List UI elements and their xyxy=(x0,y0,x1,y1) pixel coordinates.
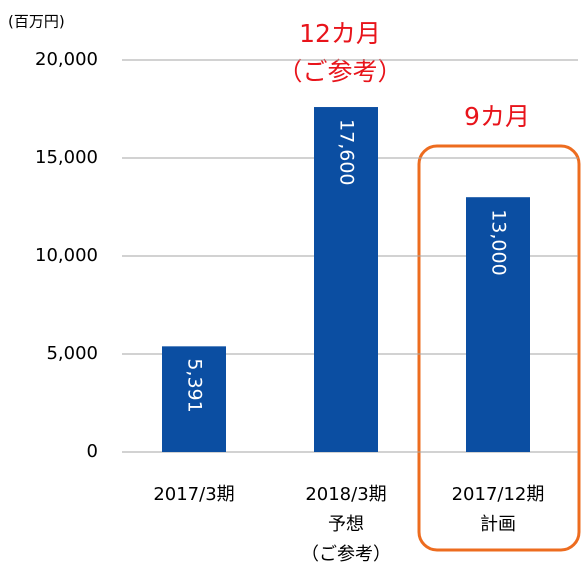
y-tick-label: 15,000 xyxy=(35,147,98,168)
x-tick-label: 2017/12期 xyxy=(452,484,545,505)
x-tick-label: 2018/3期 xyxy=(305,484,386,505)
y-tick-label: 10,000 xyxy=(35,245,98,266)
annotation: 9カ月 xyxy=(464,102,530,131)
value-label: 17,600 xyxy=(336,119,358,185)
bar xyxy=(466,197,530,452)
x-tick-label: 2017/3期 xyxy=(153,484,234,505)
x-tick-label: （ご参考） xyxy=(301,544,391,565)
value-label: 5,391 xyxy=(184,358,206,412)
x-tick-label: 予想 xyxy=(328,514,364,535)
bar xyxy=(162,346,226,452)
bar xyxy=(314,107,378,452)
y-tick-label: 20,000 xyxy=(35,49,98,70)
y-axis-label: (百万円) xyxy=(8,13,65,31)
y-tick-label: 5,000 xyxy=(46,343,98,364)
value-label: 13,000 xyxy=(488,209,510,275)
x-tick-label: 計画 xyxy=(480,514,516,535)
highlight-box xyxy=(417,144,581,552)
annotation: 12カ月 xyxy=(299,19,381,48)
y-tick-label: 0 xyxy=(87,441,98,462)
annotation: （ご参考） xyxy=(277,57,402,86)
